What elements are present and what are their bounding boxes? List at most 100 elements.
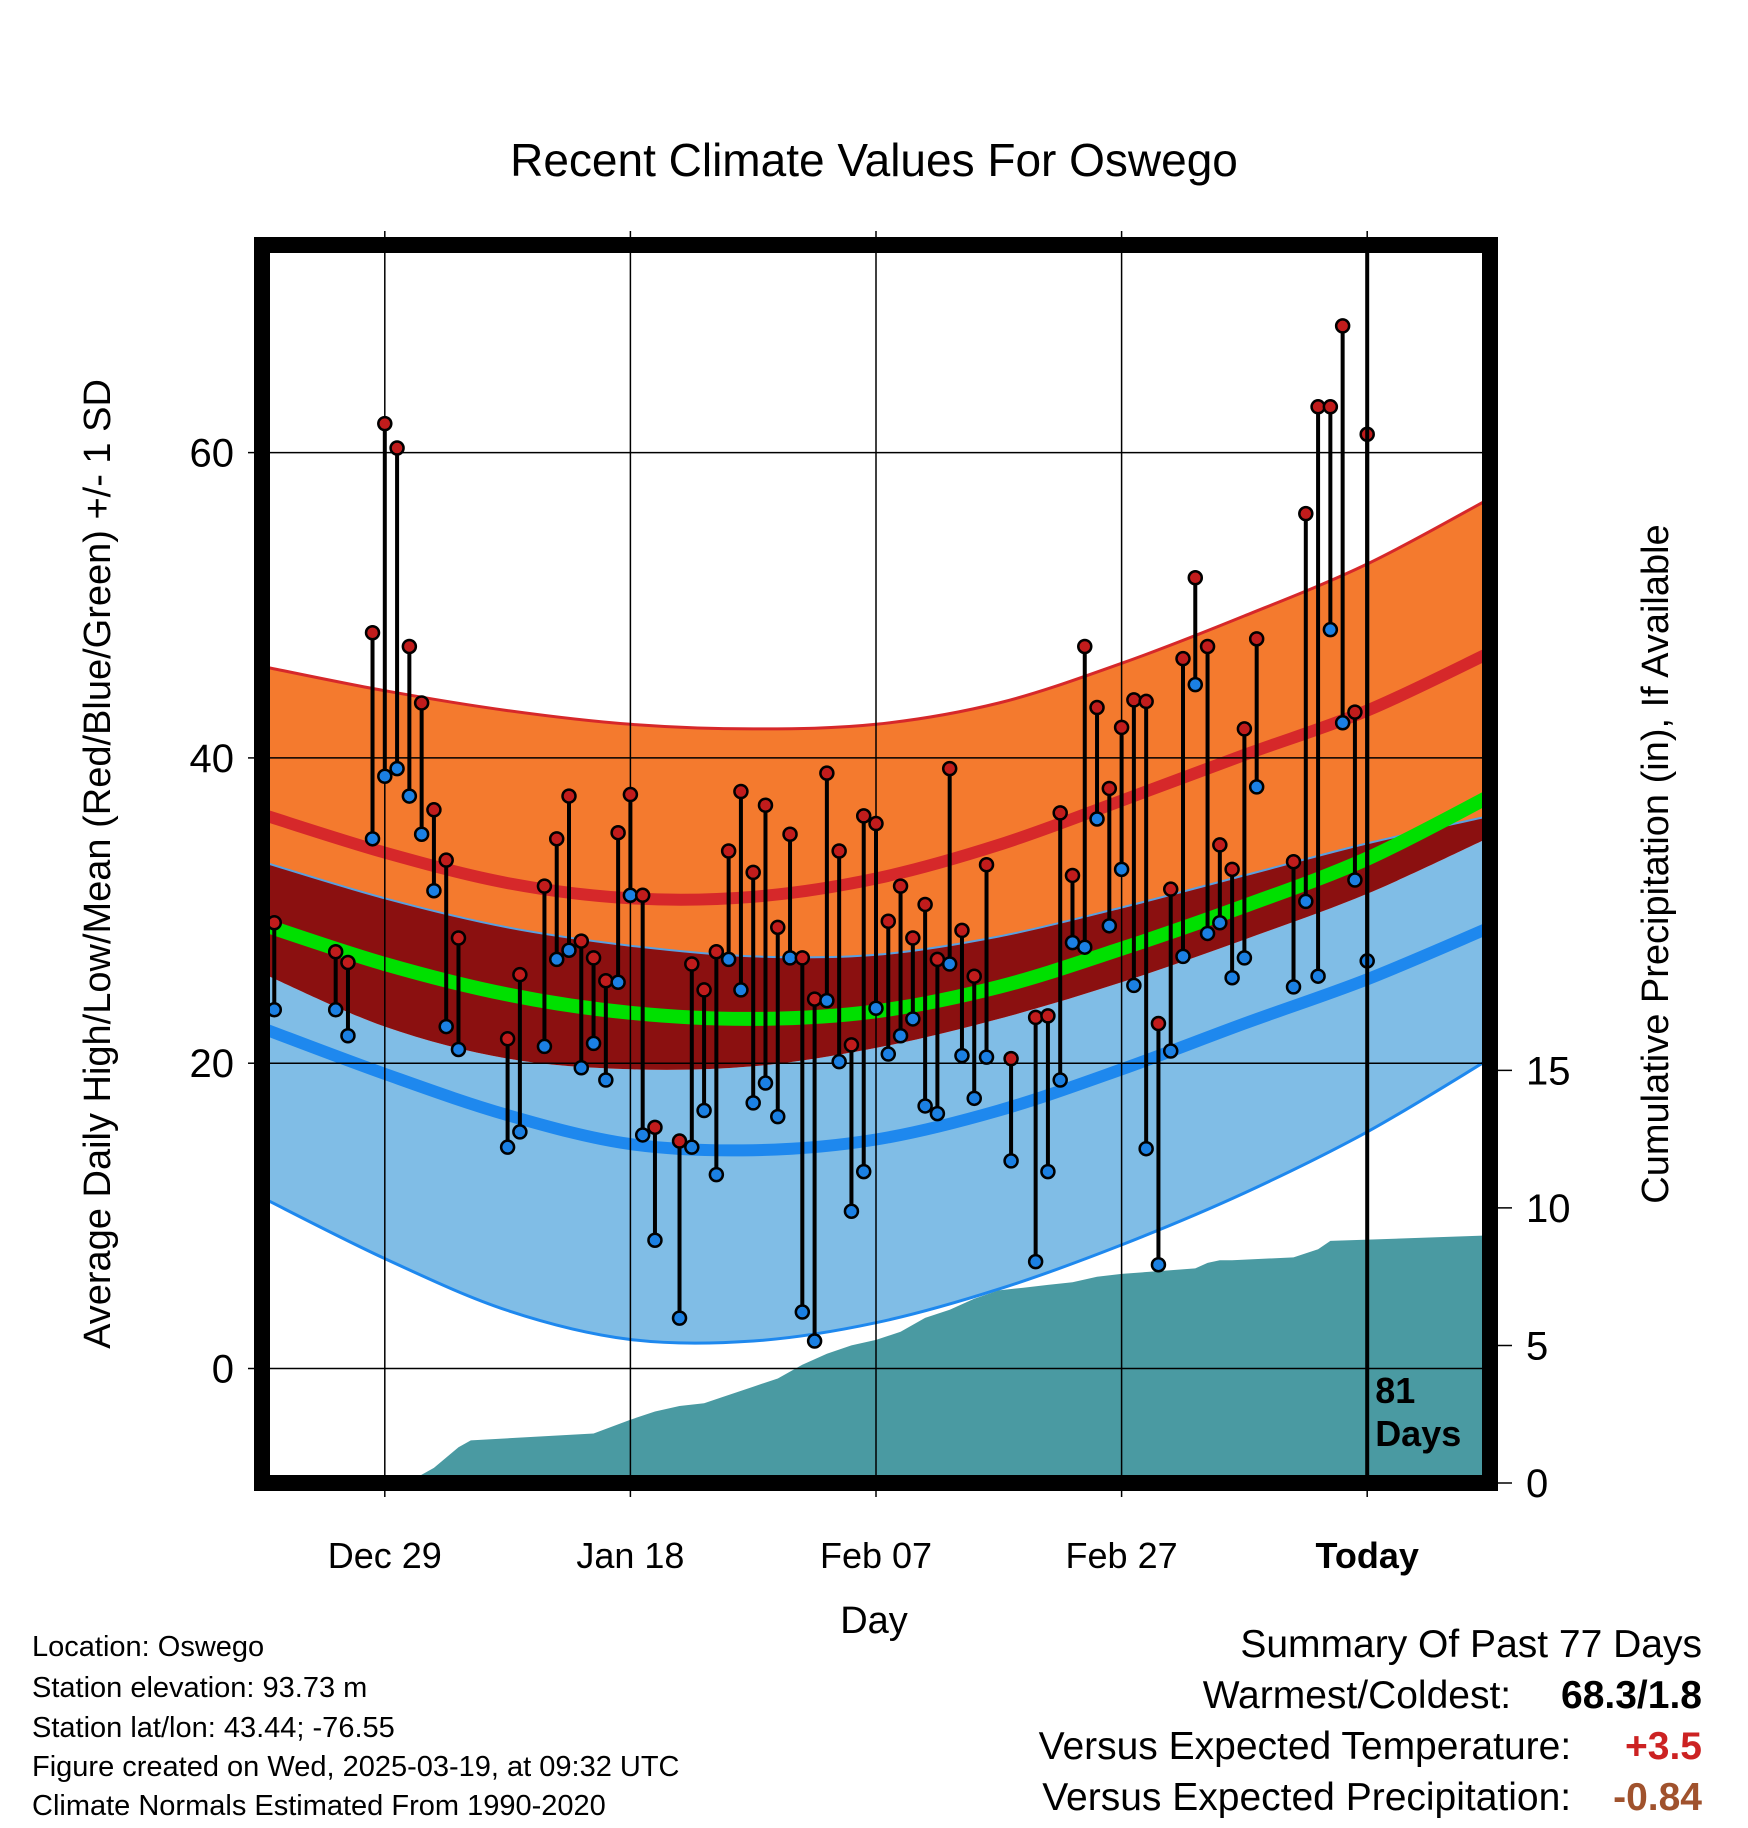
obs-high-point (1187, 570, 1204, 586)
obs-high-point (1248, 631, 1265, 647)
summary-temperature: Versus Expected Temperature: +3.5 (1039, 1727, 1702, 1766)
obs-high-point (634, 887, 651, 904)
obs-low-point (1347, 872, 1363, 888)
obs-low-point (905, 1011, 921, 1027)
obs-high-point (868, 815, 884, 832)
obs-low-point (1175, 948, 1191, 965)
x-tick-label: Dec 29 (328, 1535, 442, 1576)
obs-low-point (966, 1090, 982, 1107)
info-created: Figure created on Wed, 2025-03-19, at 09… (32, 1751, 680, 1783)
obs-low-point (327, 1002, 344, 1018)
obs-high-point (733, 783, 749, 800)
obs-low-point (1162, 1043, 1179, 1059)
obs-high-point (1285, 853, 1302, 870)
obs-low-point (684, 1139, 700, 1155)
obs-high-point (548, 831, 565, 847)
y-tick-label: 0 (212, 1348, 234, 1392)
obs-high-point (622, 786, 639, 803)
obs-high-point (806, 991, 823, 1007)
obs-high-point (819, 765, 835, 781)
obs-low-point (1285, 979, 1302, 995)
obs-high-point (426, 802, 442, 818)
obs-low-point (1310, 968, 1326, 984)
obs-high-point (782, 826, 798, 842)
obs-low-point (450, 1041, 467, 1058)
obs-high-point (684, 956, 700, 972)
obs-high-point (843, 1037, 860, 1053)
obs-high-point (1224, 861, 1240, 878)
obs-high-point (340, 954, 356, 971)
obs-low-point (573, 1060, 590, 1076)
obs-low-point (831, 1053, 847, 1070)
obs-high-point (1322, 399, 1339, 415)
obs-low-point (1077, 939, 1093, 955)
obs-low-point (585, 1035, 602, 1052)
obs-high-point (966, 968, 982, 984)
plot-area (262, 245, 1490, 1483)
obs-high-point (1236, 721, 1253, 737)
obs-high-point (1175, 650, 1191, 667)
obs-low-point (426, 882, 442, 899)
obs-high-point (794, 950, 811, 966)
days-count-label: 81 (1375, 1370, 1415, 1411)
obs-high-point (450, 930, 467, 946)
obs-low-point (1322, 621, 1339, 638)
obs-low-point (1126, 977, 1142, 994)
obs-high-point (1040, 1008, 1056, 1024)
obs-high-point (941, 760, 958, 777)
obs-low-point (696, 1102, 712, 1119)
y-axis-label: Average Daily High/Low/Mean (Red/Blue/Gr… (77, 379, 119, 1349)
obs-low-point (1138, 1140, 1154, 1157)
obs-low-point (941, 956, 958, 972)
obs-low-point (340, 1027, 356, 1044)
obs-high-point (1126, 692, 1142, 708)
days-word-label: Days (1375, 1413, 1461, 1454)
obs-low-point (1199, 925, 1216, 942)
x-tick-label: Jan 18 (576, 1535, 684, 1576)
obs-high-point (1052, 805, 1068, 821)
obs-high-point (892, 878, 909, 894)
obs-high-point (1003, 1050, 1019, 1067)
precipitation-area (409, 1235, 1490, 1483)
obs-low-point (708, 1166, 725, 1183)
obs-low-point (647, 1232, 663, 1249)
obs-low-point (536, 1038, 553, 1055)
obs-high-point (1212, 837, 1228, 853)
obs-low-point (720, 951, 737, 968)
obs-high-point (1162, 881, 1179, 897)
obs-high-point (1138, 693, 1154, 710)
obs-high-point (855, 808, 872, 824)
y2-tick-label: 0 (1526, 1462, 1548, 1506)
obs-low-point (855, 1163, 872, 1180)
obs-low-point (548, 951, 565, 968)
obs-high-point (696, 982, 712, 998)
obs-high-point (770, 919, 786, 936)
obs-high-point (671, 1133, 688, 1149)
obs-low-point (1224, 969, 1240, 986)
obs-low-point (1334, 715, 1351, 731)
summary-heading: Summary Of Past 77 Days (1240, 1623, 1702, 1666)
obs-low-point (1187, 676, 1204, 693)
obs-high-point (708, 944, 725, 960)
obs-low-point (438, 1018, 454, 1035)
obs-low-point (401, 788, 418, 804)
obs-low-point (610, 974, 626, 991)
obs-high-point (1347, 704, 1363, 720)
y-tick-label: 60 (190, 432, 235, 476)
obs-high-point (917, 896, 933, 913)
obs-high-point (880, 913, 897, 929)
precipitation-layer (409, 1235, 1490, 1483)
obs-low-point (757, 1075, 774, 1091)
obs-low-point (929, 1105, 946, 1122)
obs-high-point (327, 944, 344, 960)
obs-low-point (1113, 861, 1130, 878)
obs-high-point (954, 922, 970, 939)
obs-low-point (413, 826, 430, 842)
info-normals: Climate Normals Estimated From 1990-2020 (32, 1790, 606, 1822)
obs-high-point (978, 857, 995, 873)
obs-high-point (1101, 780, 1118, 797)
obs-low-point (634, 1127, 651, 1143)
obs-low-point (819, 992, 835, 1009)
obs-high-point (905, 930, 921, 946)
x-tick-label: Feb 07 (820, 1535, 932, 1576)
